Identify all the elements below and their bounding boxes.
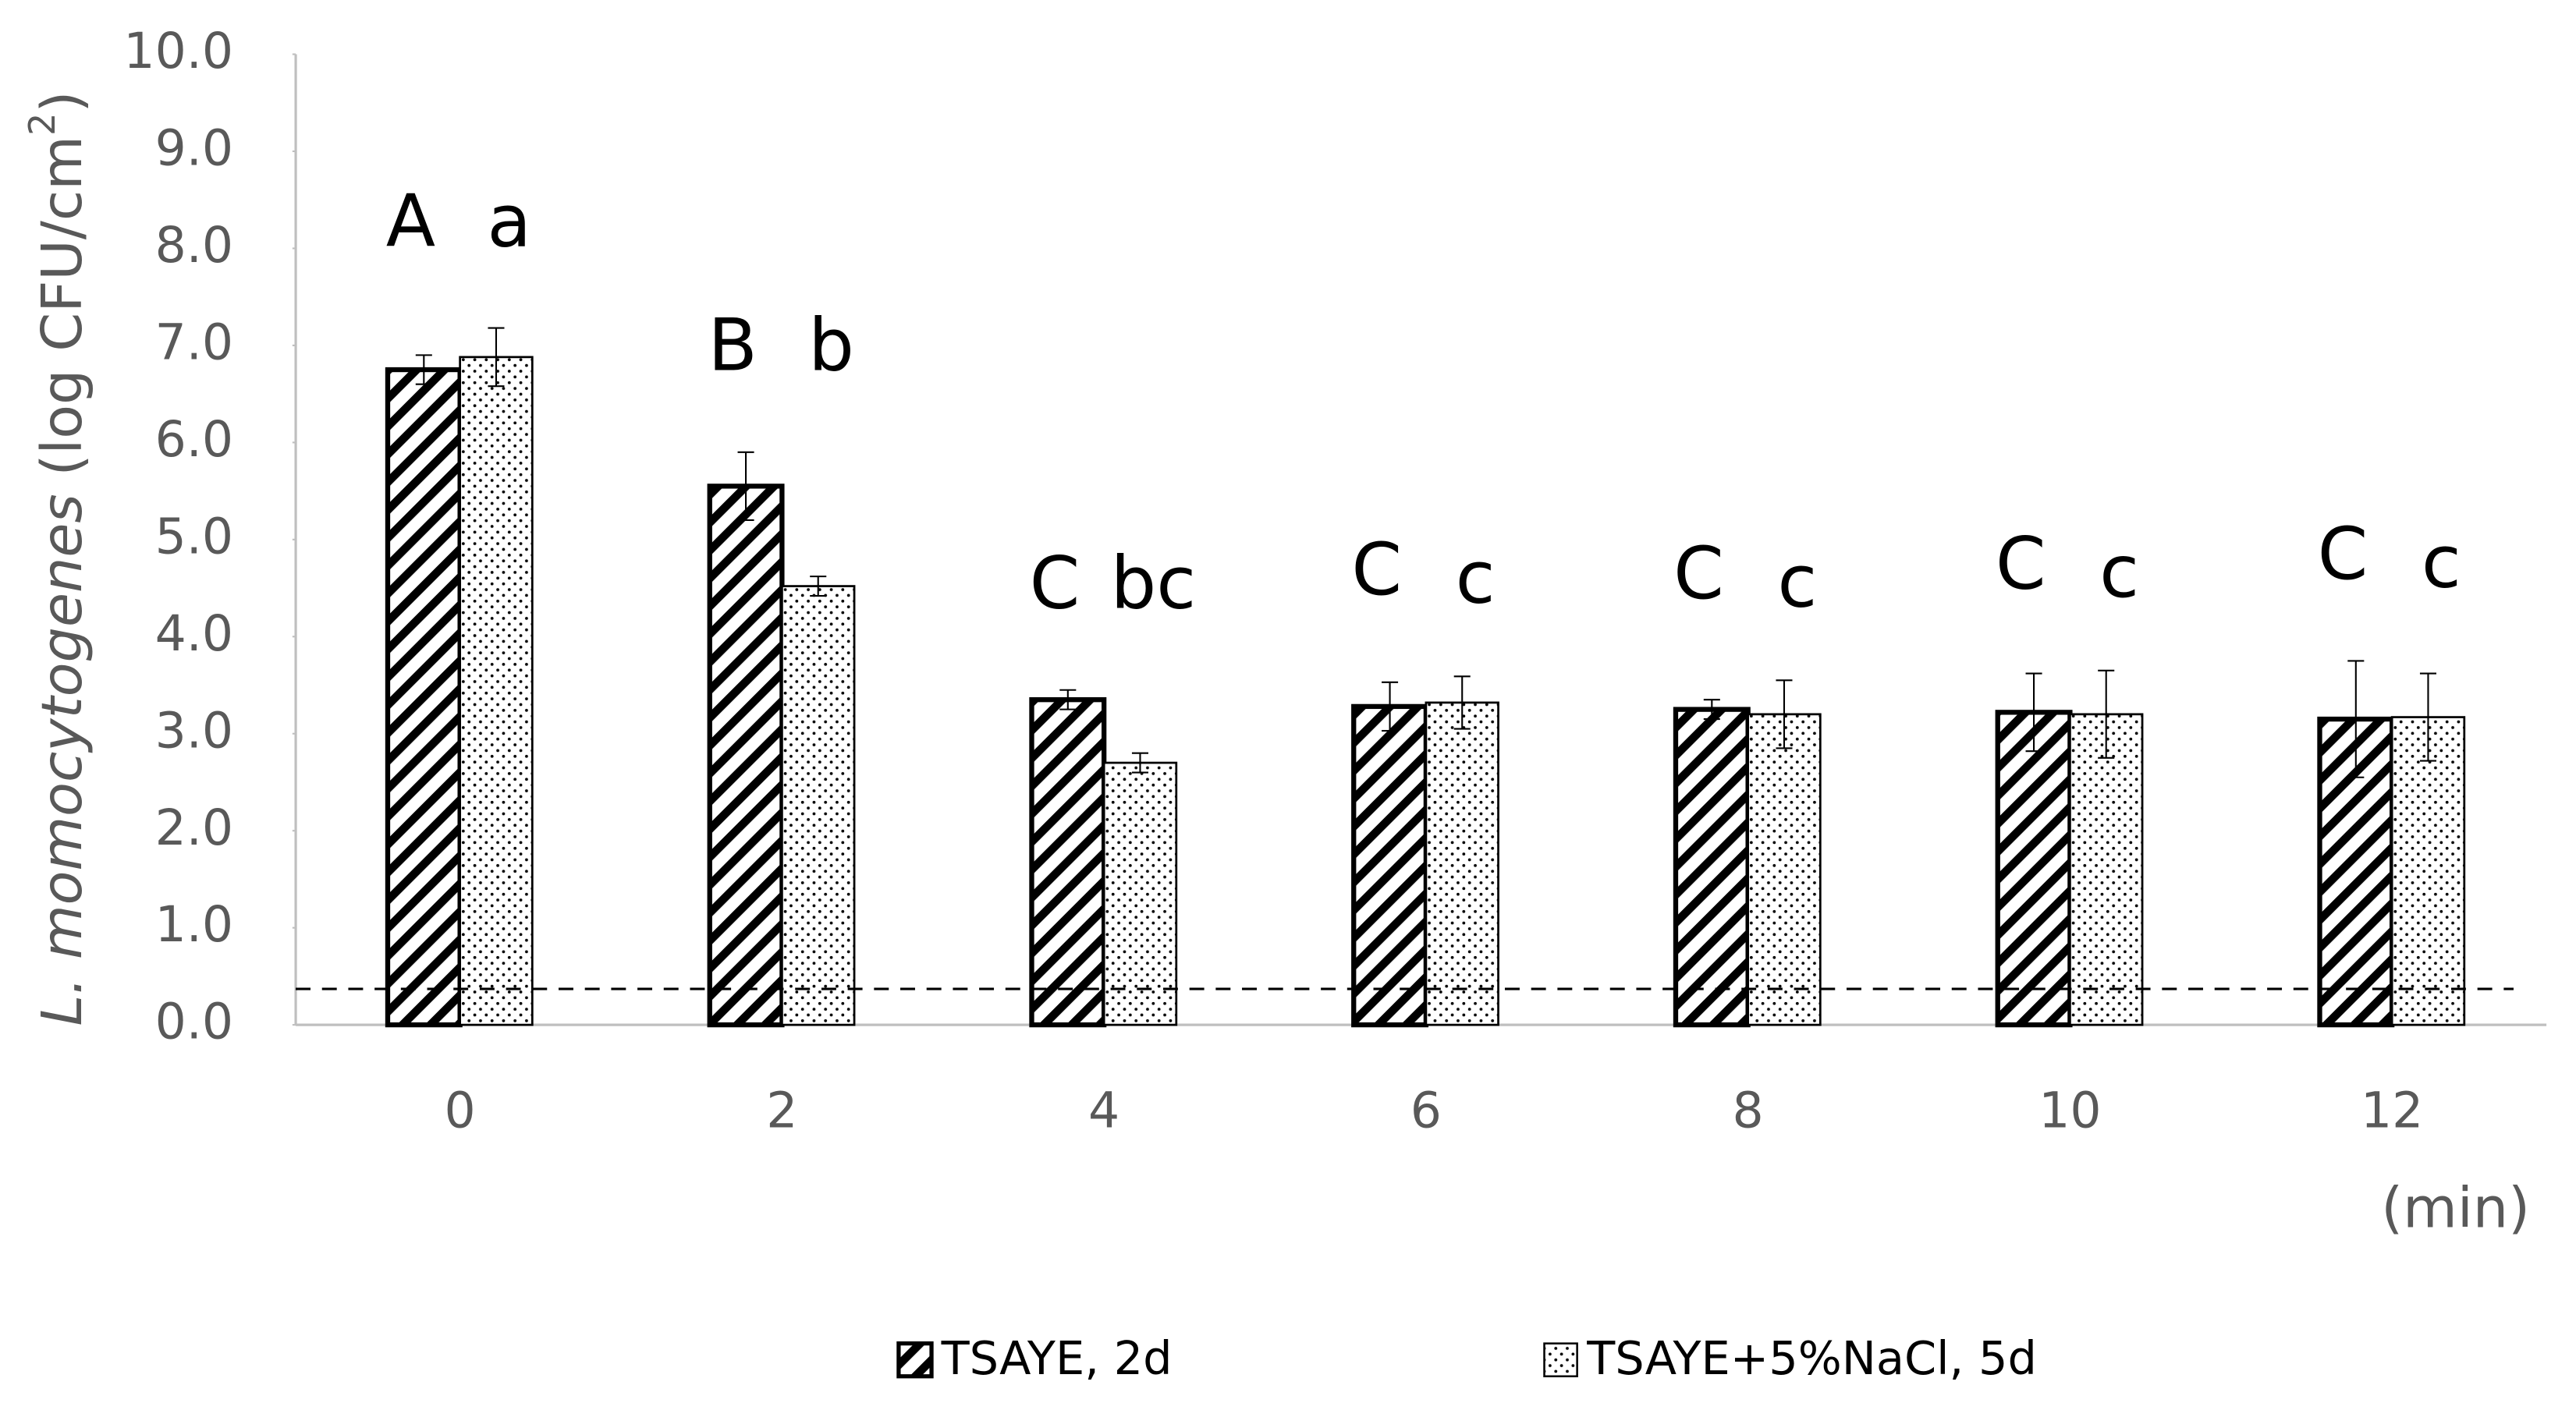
y-axis-label: L. momocytogenes (log CFU/cm2) <box>21 91 94 1026</box>
y-tick-label: 3.0 <box>155 701 233 759</box>
significance-letter: C <box>1673 531 1724 615</box>
significance-letter: c <box>1456 536 1496 620</box>
significance-letter: c <box>1777 540 1817 624</box>
y-tick-label: 0.0 <box>155 993 233 1050</box>
significance-letter: c <box>2099 530 2139 614</box>
error-bar <box>488 327 505 388</box>
y-tick-label: 9.0 <box>155 119 233 177</box>
bar <box>1102 761 1178 1026</box>
bar <box>1351 703 1429 1028</box>
error-bar <box>2419 672 2437 762</box>
error-bar <box>2025 672 2042 753</box>
bar <box>2390 716 2466 1026</box>
y-tick-label: 5.0 <box>155 507 233 565</box>
error-bar <box>737 451 754 521</box>
significance-letter: C <box>1351 527 1402 611</box>
y-label-italic: L. momocytogenes <box>30 494 94 1026</box>
bar <box>1995 710 2073 1028</box>
significance-letter: B <box>708 303 758 388</box>
x-axis-label: (min) <box>2381 1176 2530 1241</box>
x-tick-label: 2 <box>766 1081 797 1139</box>
significance-letter: C <box>1030 541 1080 625</box>
y-tick-label: 6.0 <box>155 410 233 468</box>
error-bar <box>810 576 827 597</box>
y-label: (log CFU/cm <box>30 136 94 476</box>
legend-swatch <box>1543 1342 1578 1378</box>
x-tick-label: 0 <box>445 1081 476 1139</box>
x-tick-label: 8 <box>1733 1081 1764 1139</box>
x-tick-label: 4 <box>1088 1081 1119 1139</box>
significance-letter: a <box>487 179 531 263</box>
x-tick-label: 6 <box>1410 1081 1442 1139</box>
y-tick-label: 7.0 <box>155 313 233 370</box>
bar <box>781 585 856 1026</box>
error-bar <box>1776 679 1793 749</box>
significance-letter: A <box>386 179 435 263</box>
y-tick-label: 1.0 <box>155 895 233 953</box>
significance-letter: b <box>808 303 854 388</box>
error-bar <box>1703 699 1720 721</box>
error-bar <box>1453 675 1471 730</box>
error-bar <box>2347 660 2365 778</box>
bar <box>1747 713 1822 1026</box>
error-bar <box>415 354 432 385</box>
error-bar <box>2098 669 2115 759</box>
significance-letter: C <box>2318 512 2368 596</box>
y-label-sup: 2 <box>21 113 63 136</box>
legend-label: TSAYE+5%NaCl, 5d <box>1586 1331 2037 1385</box>
x-tick-label: 12 <box>2361 1081 2423 1139</box>
x-tick-label: 10 <box>2038 1081 2101 1139</box>
legend-swatch <box>896 1341 934 1379</box>
bar <box>1673 707 1751 1028</box>
significance-letter: bc <box>1110 541 1196 625</box>
significance-letter: c <box>2422 520 2461 604</box>
bar <box>707 484 785 1028</box>
y-tick-label: 8.0 <box>155 216 233 274</box>
bar <box>1425 701 1499 1026</box>
error-bar <box>1131 752 1149 774</box>
bar <box>1029 697 1107 1028</box>
y-tick-label: 4.0 <box>155 604 233 662</box>
bar <box>459 356 534 1026</box>
significance-letter: C <box>1996 522 2046 606</box>
bar <box>2069 713 2144 1026</box>
y-tick-label: 10.0 <box>123 22 233 80</box>
bar <box>385 367 463 1028</box>
error-bar <box>1382 681 1399 732</box>
y-label-end: ) <box>30 91 94 113</box>
y-tick-label: 2.0 <box>155 799 233 856</box>
bar <box>2317 716 2395 1028</box>
error-bar <box>1059 689 1077 710</box>
legend-label: TSAYE, 2d <box>941 1331 1173 1385</box>
